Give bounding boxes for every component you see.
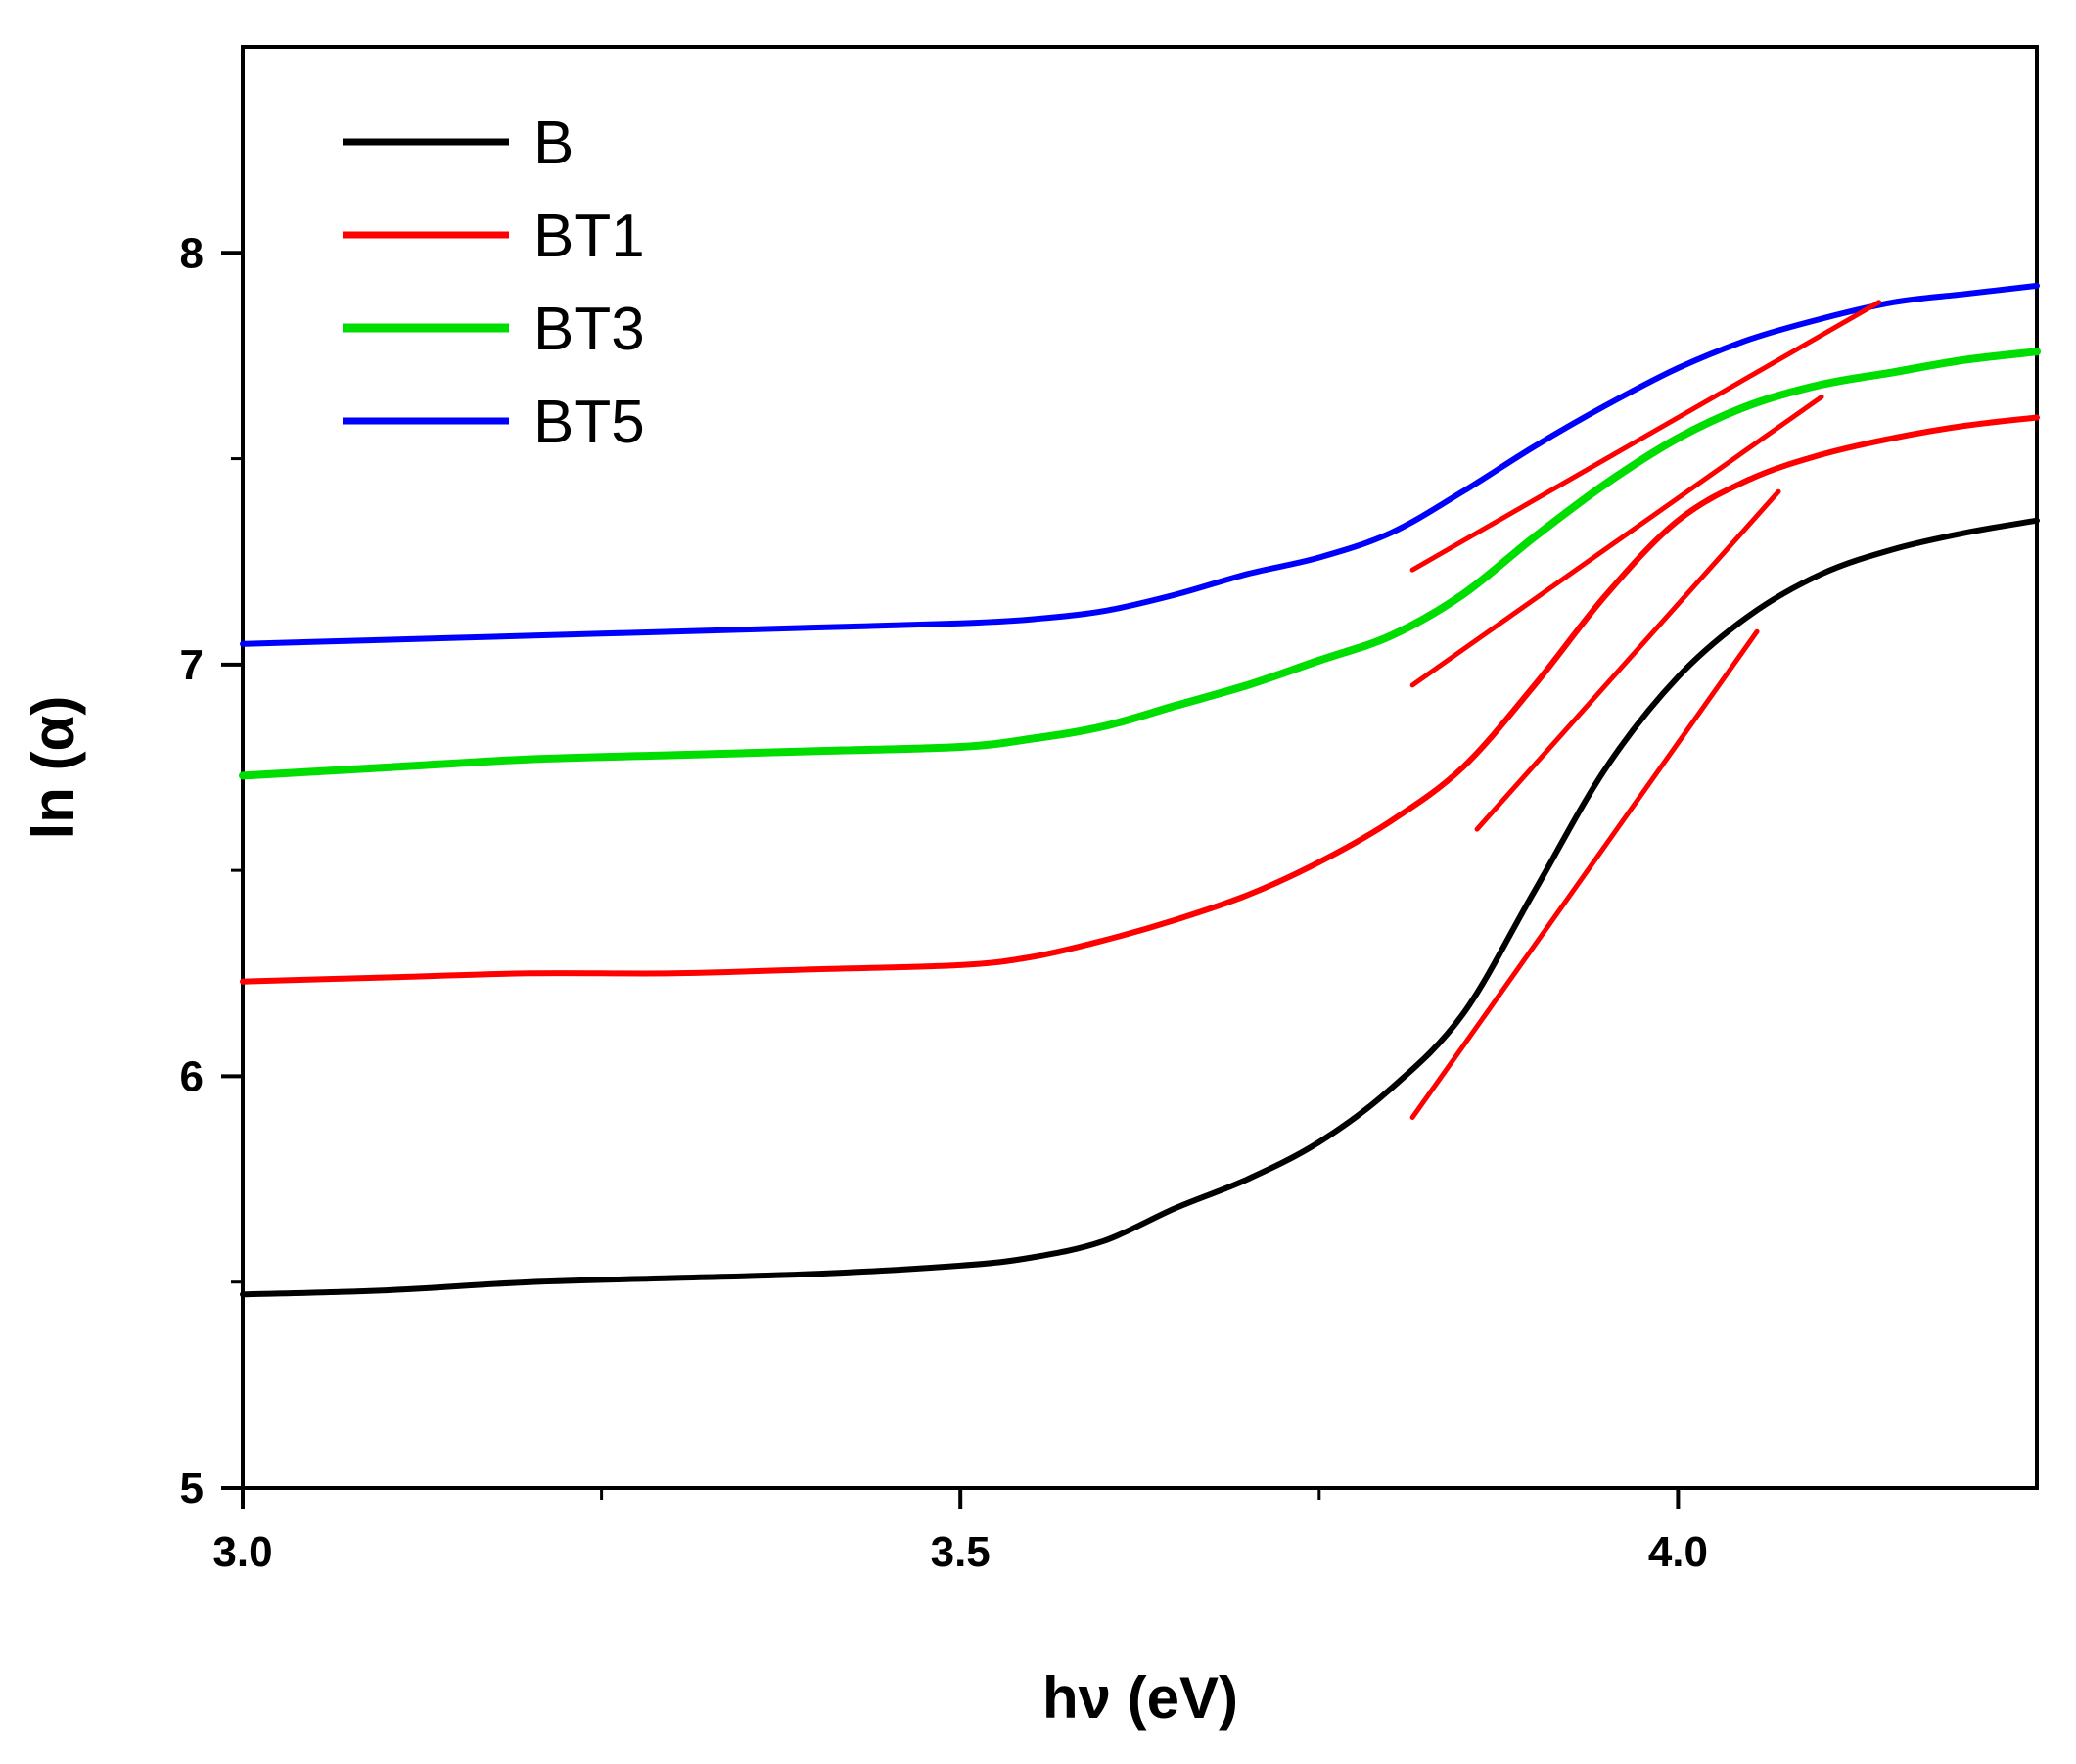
x-tick-label: 4.0 xyxy=(1648,1528,1708,1576)
legend-label-b: B xyxy=(533,110,574,177)
x-axis-title: hν (eV) xyxy=(1042,1665,1238,1731)
series-layer xyxy=(239,282,2041,1298)
series-line-bt5 xyxy=(240,282,2040,647)
x-axis-ticks: 3.0 3.5 4.0 xyxy=(212,1488,1708,1576)
legend: B BT1 BT3 BT5 xyxy=(343,110,645,456)
y-axis-title: ln (α) xyxy=(21,696,86,840)
legend-label-bt1: BT1 xyxy=(533,203,645,270)
plot-frame xyxy=(241,45,2039,1490)
fit-line-bt5 xyxy=(1409,300,1882,573)
fit-line-bt1 xyxy=(1474,488,1781,832)
legend-label-bt3: BT3 xyxy=(533,296,645,363)
series-line-b xyxy=(240,517,2040,1298)
y-axis-ticks: 5 6 7 8 xyxy=(180,229,243,1512)
x-tick-label: 3.0 xyxy=(212,1528,272,1576)
y-tick-label: 6 xyxy=(180,1052,204,1100)
fit-line-b xyxy=(1409,628,1760,1120)
y-tick-label: 7 xyxy=(180,641,204,689)
legend-label-bt5: BT5 xyxy=(533,389,645,456)
series-line-bt3 xyxy=(239,348,2041,780)
series-line-bt1 xyxy=(240,414,2040,985)
y-tick-label: 8 xyxy=(180,229,204,277)
x-tick-label: 3.5 xyxy=(931,1528,991,1576)
y-tick-label: 5 xyxy=(180,1464,204,1512)
fit-line-bt3 xyxy=(1409,394,1824,688)
fit-lines xyxy=(1409,300,1882,1120)
